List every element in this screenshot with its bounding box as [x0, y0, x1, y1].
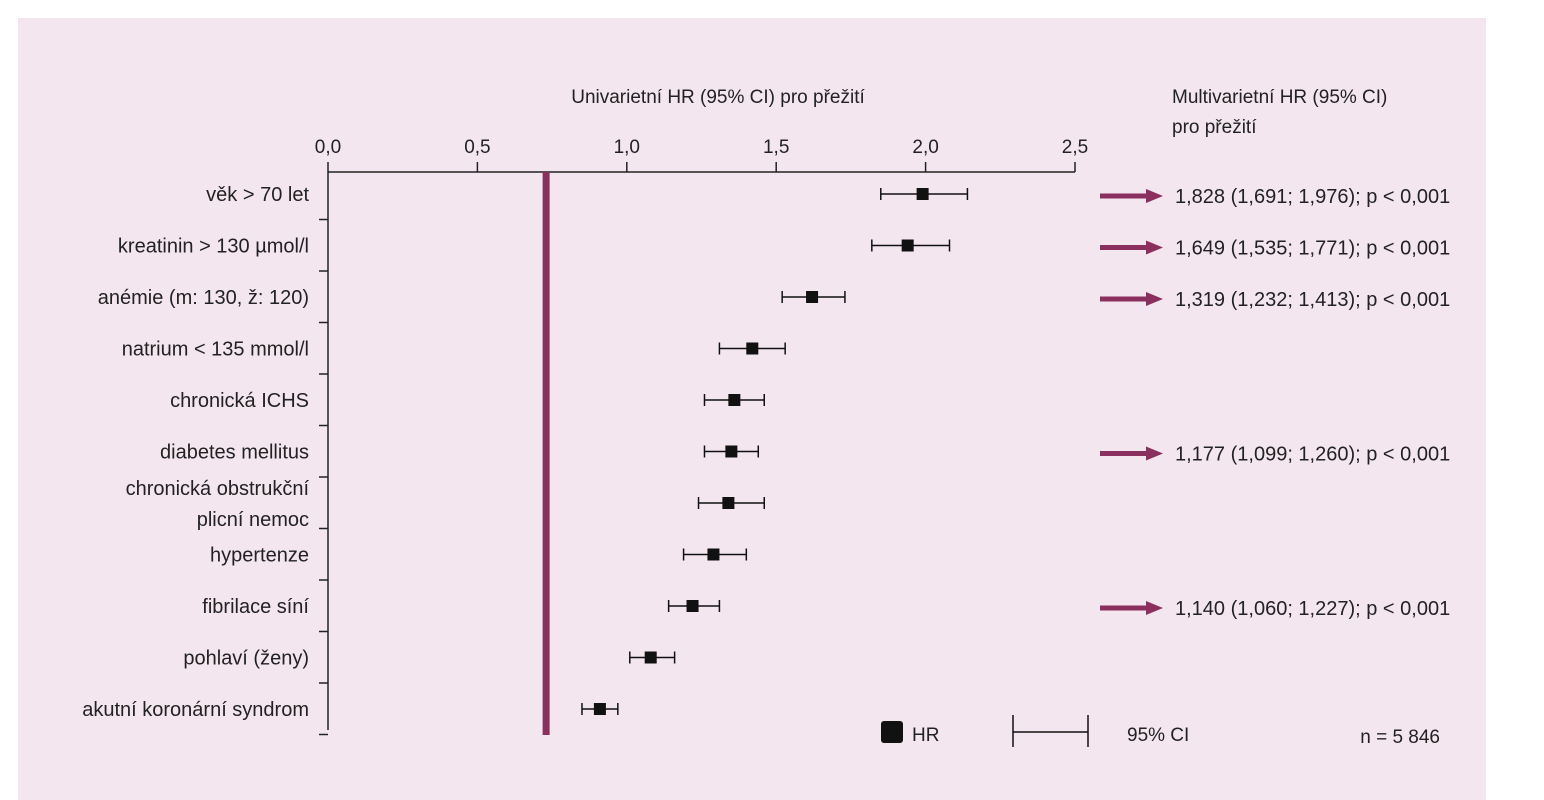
row-label: věk > 70 let [206, 184, 309, 206]
row-label: kreatinin > 130 µmol/l [118, 236, 309, 258]
hr-marker [722, 497, 735, 509]
x-tick-label: 1,0 [614, 137, 640, 158]
multivariate-arrow-head [1146, 292, 1163, 306]
multivariate-hr-text: 1,177 (1,099; 1,260); p < 0,001 [1175, 444, 1450, 466]
multivariate-arrow-head [1146, 189, 1163, 203]
x-tick-label: 2,0 [912, 137, 938, 158]
row-label: chronická ICHS [170, 390, 309, 412]
x-tick-label: 0,0 [315, 137, 341, 158]
multivariate-arrow-head [1146, 240, 1163, 255]
row-label: natrium < 135 mmol/l [122, 339, 309, 361]
row-label: plicní nemoc [197, 509, 309, 531]
x-tick-label: 2,5 [1062, 137, 1088, 158]
row-label: hypertenze [210, 545, 309, 567]
chart-title: Univarietní HR (95% CI) pro přežití [571, 87, 865, 108]
row-label: diabetes mellitus [160, 442, 309, 464]
row-label: fibrilace síní [202, 596, 309, 618]
multivariate-hr-text: 1,140 (1,060; 1,227); p < 0,001 [1175, 598, 1450, 620]
hr-marker [806, 291, 819, 303]
multivariate-hr-text: 1,649 (1,535; 1,771); p < 0,001 [1175, 238, 1450, 260]
row-label: akutní koronární syndrom [82, 699, 309, 721]
row-label: pohlaví (ženy) [183, 648, 309, 670]
hr-marker [707, 548, 720, 561]
hr-marker [686, 600, 699, 612]
hr-marker [916, 188, 929, 200]
hr-marker [746, 342, 759, 355]
chart-panel [18, 18, 1486, 800]
x-tick-label: 1,5 [763, 137, 789, 158]
legend-ci-label: 95% CI [1127, 725, 1189, 746]
multivariate-hr-text: 1,828 (1,691; 1,976); p < 0,001 [1175, 186, 1450, 208]
row-label: chronická obstrukční [126, 478, 310, 500]
hr-marker [725, 445, 738, 458]
multivariate-arrow-head [1146, 601, 1163, 615]
multivariate-hr-text: 1,319 (1,232; 1,413); p < 0,001 [1175, 289, 1450, 311]
hr-marker [728, 394, 741, 406]
hr-marker [644, 651, 657, 664]
row-label: anémie (m: 130, ž: 120) [98, 287, 309, 309]
right-title-line-1: Multivarietní HR (95% CI) [1172, 87, 1387, 108]
sample-size-label: n = 5 846 [1360, 727, 1440, 748]
hr-marker [901, 239, 914, 252]
right-title-line-2: pro přežití [1172, 117, 1257, 138]
x-tick-label: 0,5 [464, 137, 490, 158]
legend-hr-label: HR [912, 725, 939, 746]
legend-hr-marker [881, 721, 903, 743]
hr-marker [593, 703, 606, 715]
multivariate-arrow-head [1146, 446, 1163, 461]
